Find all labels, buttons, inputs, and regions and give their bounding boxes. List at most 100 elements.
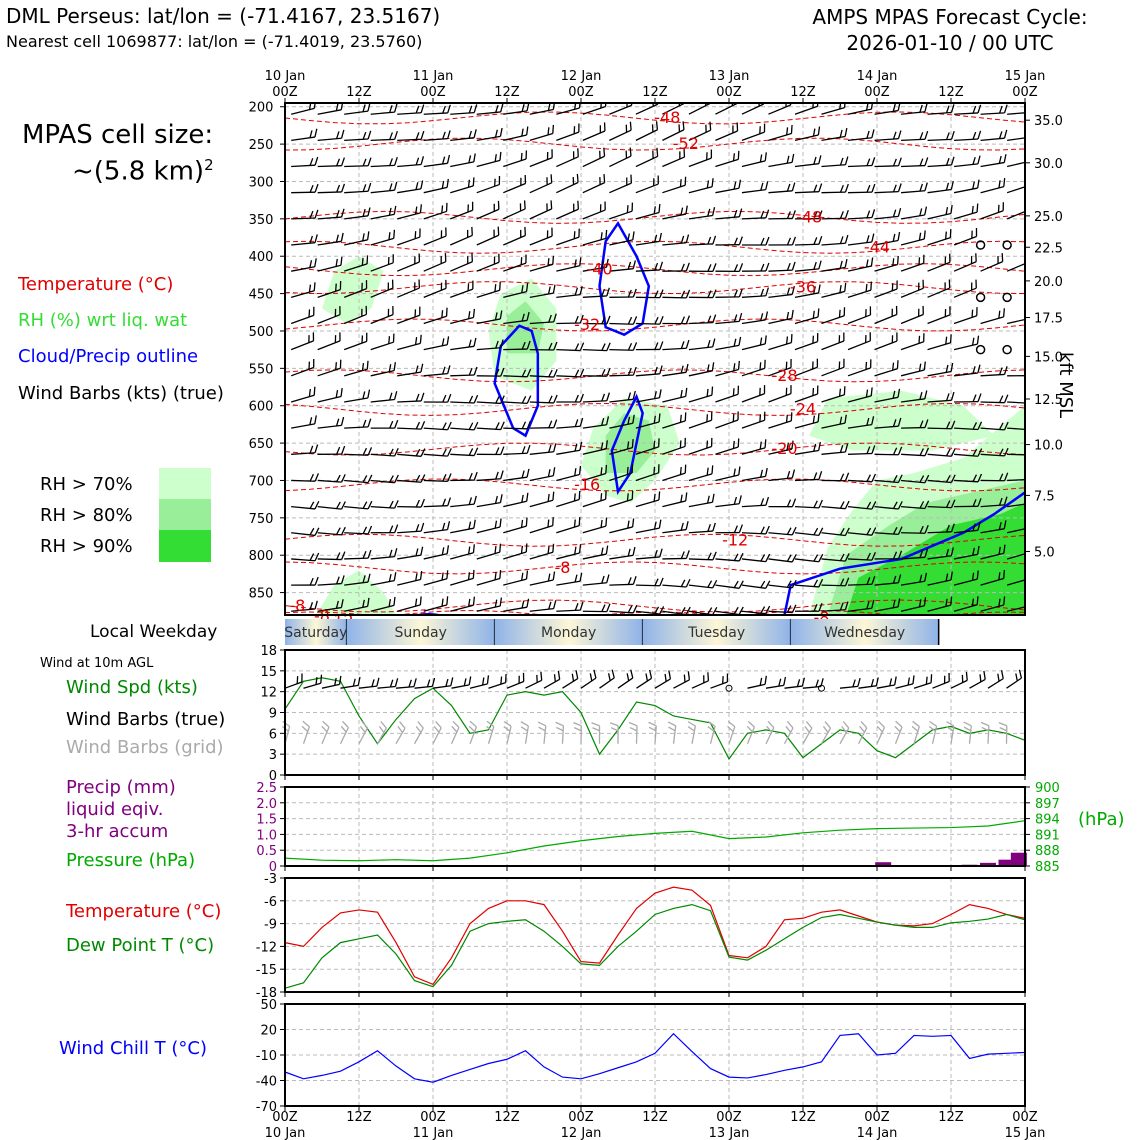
barb-staff (980, 577, 1004, 586)
barb-staff (291, 532, 316, 537)
barb-flag (389, 105, 393, 113)
barb-flag (1003, 447, 1009, 457)
wind-barb (635, 548, 663, 560)
barb-flag (472, 280, 474, 290)
wind-barb (529, 103, 556, 115)
barb-staff (291, 423, 315, 429)
wind-barb (954, 130, 982, 142)
barb-flag (420, 363, 424, 373)
barb-flag (366, 332, 368, 342)
barb-staff (529, 401, 554, 404)
wind-barb (556, 368, 585, 378)
barb-staff (900, 190, 926, 194)
barb-staff (768, 584, 793, 589)
barb-flag (547, 103, 551, 111)
barb-flag (738, 524, 743, 533)
barb-flag (791, 469, 796, 479)
barb-staff (874, 263, 898, 272)
barb-flag (367, 573, 371, 583)
barb-staff (506, 726, 512, 744)
wind-barb (768, 385, 792, 403)
barb-flag (440, 256, 442, 264)
barb-staff (874, 109, 899, 115)
barb-flag (526, 340, 531, 350)
barb-flag (631, 202, 634, 212)
barb-staff (423, 138, 448, 142)
barb-flag (737, 385, 740, 395)
barb-flag (812, 361, 814, 370)
barb-flag (574, 574, 578, 583)
barb-staff (344, 368, 368, 377)
barb-staff (662, 242, 687, 246)
wind-barb (609, 518, 635, 534)
barb-flag (844, 258, 848, 268)
barb-flag (796, 679, 801, 687)
barb-flag (302, 720, 310, 728)
barb-flag (680, 263, 685, 272)
barb-flag (707, 720, 716, 727)
barb-flag (818, 553, 824, 563)
barb-flag (822, 726, 829, 733)
barb-flag (547, 469, 551, 477)
barb-flag (446, 596, 449, 605)
wind-barb (582, 368, 611, 377)
wind-barb-true (358, 677, 380, 689)
barb-flag (446, 570, 449, 579)
wind-barb (715, 466, 741, 482)
barb-flag (632, 316, 638, 325)
barb-staff (980, 552, 1005, 560)
barb-flag (574, 546, 577, 555)
barb-flag (680, 522, 684, 531)
wind-barb (927, 253, 951, 272)
wind-barb (290, 306, 315, 325)
barb-flag (859, 725, 865, 733)
barb-flag (388, 232, 391, 240)
barb-staff (874, 288, 898, 298)
wind-barb (291, 209, 319, 220)
wind-barb (344, 418, 372, 429)
barb-staff (450, 401, 475, 404)
barb-flag (710, 149, 713, 159)
barb-staff (741, 610, 766, 615)
barb-staff (506, 680, 524, 689)
barb-staff (358, 685, 377, 689)
wind-barb (874, 598, 901, 612)
barb-flag (393, 596, 396, 606)
wind-barb (768, 554, 797, 563)
barb-flag (392, 306, 394, 315)
barb-flag (813, 443, 817, 452)
wind-barb (370, 391, 398, 403)
wind-barb (529, 149, 553, 168)
barb-flag (896, 280, 898, 290)
precip-ytick-label: 2.5 (256, 781, 277, 796)
barb-flag (924, 182, 928, 191)
barb-staff (609, 422, 633, 429)
barb-flag (791, 285, 795, 295)
wind-barb (317, 332, 341, 351)
barb-flag (309, 130, 313, 138)
barb-flag (786, 311, 790, 320)
barb-flag (334, 677, 337, 686)
weekday-band (642, 619, 791, 645)
barb-staff (344, 239, 368, 246)
barb-staff (821, 505, 846, 510)
barb-staff (794, 421, 819, 429)
barb-flag (632, 366, 637, 376)
barb-staff (874, 215, 899, 220)
barb-flag (924, 474, 930, 484)
barb-flag (892, 475, 898, 483)
barb-flag (706, 495, 710, 504)
barb-staff (370, 189, 395, 194)
wind-barb (1007, 453, 1025, 456)
barb-flag (758, 103, 760, 107)
wind-barb (688, 207, 716, 220)
barb-staff (450, 161, 474, 168)
barb-flag (838, 309, 841, 318)
wind-barb (317, 599, 344, 612)
cloud-outline-upper (598, 220, 651, 337)
isotherm-label: -32 (574, 315, 600, 334)
wind-barb (953, 596, 979, 612)
wind-barb (900, 597, 927, 612)
barb-flag (524, 174, 527, 184)
barb-staff (450, 427, 475, 431)
